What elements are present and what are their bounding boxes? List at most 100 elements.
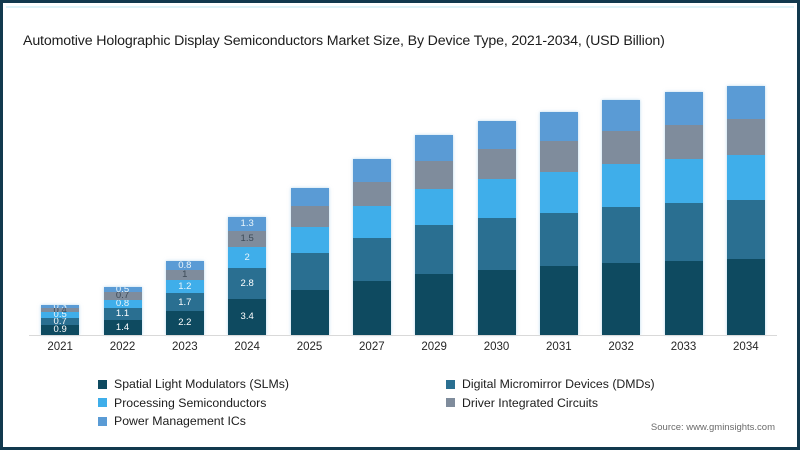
bar-segment[interactable] — [415, 161, 454, 189]
bar-value-label: 1.5 — [240, 233, 254, 245]
bar-segment[interactable]: 0.3 — [41, 304, 80, 309]
bar-segment[interactable] — [290, 253, 329, 290]
bar-segment[interactable] — [539, 212, 578, 267]
bar-segment[interactable] — [539, 171, 578, 213]
bar-value-label: 2.2 — [178, 317, 192, 329]
bar-segment[interactable]: 2.8 — [228, 268, 267, 299]
bar-segment[interactable] — [477, 121, 516, 150]
bar-value-label: 0.7 — [53, 317, 67, 326]
bar-2024[interactable]: 3.4 2.8 2 1.5 1.3 — [228, 216, 267, 335]
bar-segment[interactable]: 1.4 — [103, 319, 142, 335]
bar-segment[interactable] — [477, 149, 516, 180]
bar-segment[interactable]: 2.2 — [165, 311, 204, 335]
bar-segment[interactable] — [726, 154, 765, 200]
bar-value-label: 0.5 — [116, 287, 129, 292]
legend-item[interactable]: Processing Semiconductors — [98, 396, 446, 410]
bar-segment[interactable]: 0.8 — [165, 260, 204, 270]
x-tick-2033: 2033 — [670, 341, 697, 353]
bar-2031[interactable] — [539, 111, 578, 335]
bar-segment[interactable] — [664, 124, 703, 159]
bar-value-label: 0.3 — [54, 305, 67, 308]
bar-2032[interactable] — [602, 99, 641, 335]
bar-value-label: 1.3 — [240, 218, 254, 230]
bar-segment[interactable] — [664, 260, 703, 335]
bar-segment[interactable] — [352, 206, 391, 239]
bar-segment[interactable] — [726, 119, 765, 155]
bar-2021[interactable]: 0.90.70.50.40.3 — [41, 304, 80, 335]
bar-2029[interactable] — [415, 135, 454, 335]
bar-2025[interactable] — [290, 187, 329, 335]
bar-value-label: 1.7 — [178, 296, 192, 308]
bar-2033[interactable] — [664, 92, 703, 335]
bar-segment[interactable] — [602, 263, 641, 335]
bar-segment[interactable]: 1.3 — [228, 216, 267, 231]
bar-segment[interactable] — [726, 85, 765, 120]
bar-segment[interactable] — [290, 289, 329, 335]
bar-segment[interactable]: 0.5 — [103, 286, 142, 293]
bar-segment[interactable] — [352, 238, 391, 282]
bar-segment[interactable] — [352, 158, 391, 182]
bar-value-label: 1.1 — [115, 308, 130, 320]
legend-item[interactable]: Power Management ICs — [98, 414, 446, 428]
bar-segment[interactable]: 1.5 — [228, 230, 267, 247]
top-accent-rule — [6, 6, 794, 8]
bar-segment[interactable]: 3.4 — [228, 298, 267, 335]
bar-value-label: 3.4 — [240, 311, 254, 322]
bar-segment[interactable]: 1.2 — [165, 280, 204, 294]
bar-value-label: 0.9 — [53, 325, 67, 335]
x-tick-2034: 2034 — [733, 341, 759, 353]
bar-2027[interactable] — [352, 158, 391, 335]
legend-item[interactable]: Spatial Light Modulators (SLMs) — [98, 377, 446, 391]
x-tick-2021: 2021 — [47, 341, 73, 353]
page-title: Automotive Holographic Display Semicondu… — [23, 33, 665, 49]
legend-swatch-icon — [446, 379, 455, 389]
bar-segment[interactable]: 0.4 — [41, 308, 80, 313]
bar-segment[interactable] — [602, 99, 641, 132]
bar-segment[interactable] — [664, 158, 703, 203]
bar-segment[interactable] — [415, 135, 454, 162]
bar-segment[interactable]: 1.1 — [103, 308, 142, 320]
bar-segment[interactable]: 0.9 — [41, 325, 80, 335]
bar-segment[interactable] — [290, 226, 329, 254]
bar-2034[interactable] — [726, 85, 765, 335]
bar-segment[interactable] — [602, 207, 641, 264]
bar-segment[interactable] — [352, 281, 391, 335]
bar-value-label: 2 — [244, 251, 250, 263]
legend-item[interactable]: Driver Integrated Circuits — [446, 396, 598, 410]
bar-segment[interactable]: 0.7 — [41, 317, 80, 326]
x-axis-tick-labels: 2021 2022 2023 2024 2025 2027 2029 2030 2031 2032… — [29, 341, 777, 359]
bar-segment[interactable] — [726, 258, 765, 335]
bar-segment[interactable] — [539, 140, 578, 172]
bar-segment[interactable] — [602, 164, 641, 208]
bar-segment[interactable] — [415, 188, 454, 226]
bar-2022[interactable]: 1.41.10.80.70.5 — [103, 286, 142, 335]
bar-segment[interactable] — [664, 92, 703, 125]
bar-segment[interactable] — [539, 111, 578, 141]
bar-value-label: 1.4 — [115, 321, 130, 333]
bar-segment[interactable]: 0.8 — [103, 299, 142, 309]
bar-segment[interactable] — [352, 181, 391, 207]
bar-segment[interactable] — [477, 217, 516, 270]
bar-segment[interactable] — [539, 266, 578, 335]
bar-segment[interactable] — [290, 206, 329, 227]
bar-segment[interactable]: 0.7 — [103, 292, 142, 300]
bar-segment[interactable] — [415, 273, 454, 335]
bar-segment[interactable] — [415, 225, 454, 274]
bar-segment[interactable] — [477, 269, 516, 335]
bar-segment[interactable] — [664, 202, 703, 261]
bar-segment[interactable]: 1.7 — [165, 293, 204, 312]
bar-segment[interactable]: 0.5 — [41, 312, 80, 318]
bar-segment[interactable]: 2 — [228, 246, 267, 269]
bar-segment[interactable] — [726, 199, 765, 259]
bar-2023[interactable]: 2.2 1.7 1.2 1 0.8 — [165, 260, 204, 335]
bar-segment[interactable] — [602, 131, 641, 165]
legend-item[interactable]: Digital Micromirror Devices (DMDs) — [446, 377, 655, 391]
legend-swatch-icon — [446, 398, 455, 407]
bar-segment[interactable]: 1 — [165, 269, 204, 281]
bar-2030[interactable] — [477, 121, 516, 335]
bar-segment[interactable] — [290, 187, 329, 207]
legend-label: Power Management ICs — [114, 414, 246, 428]
legend-swatch-icon — [98, 379, 107, 389]
bar-segment[interactable] — [477, 179, 516, 218]
